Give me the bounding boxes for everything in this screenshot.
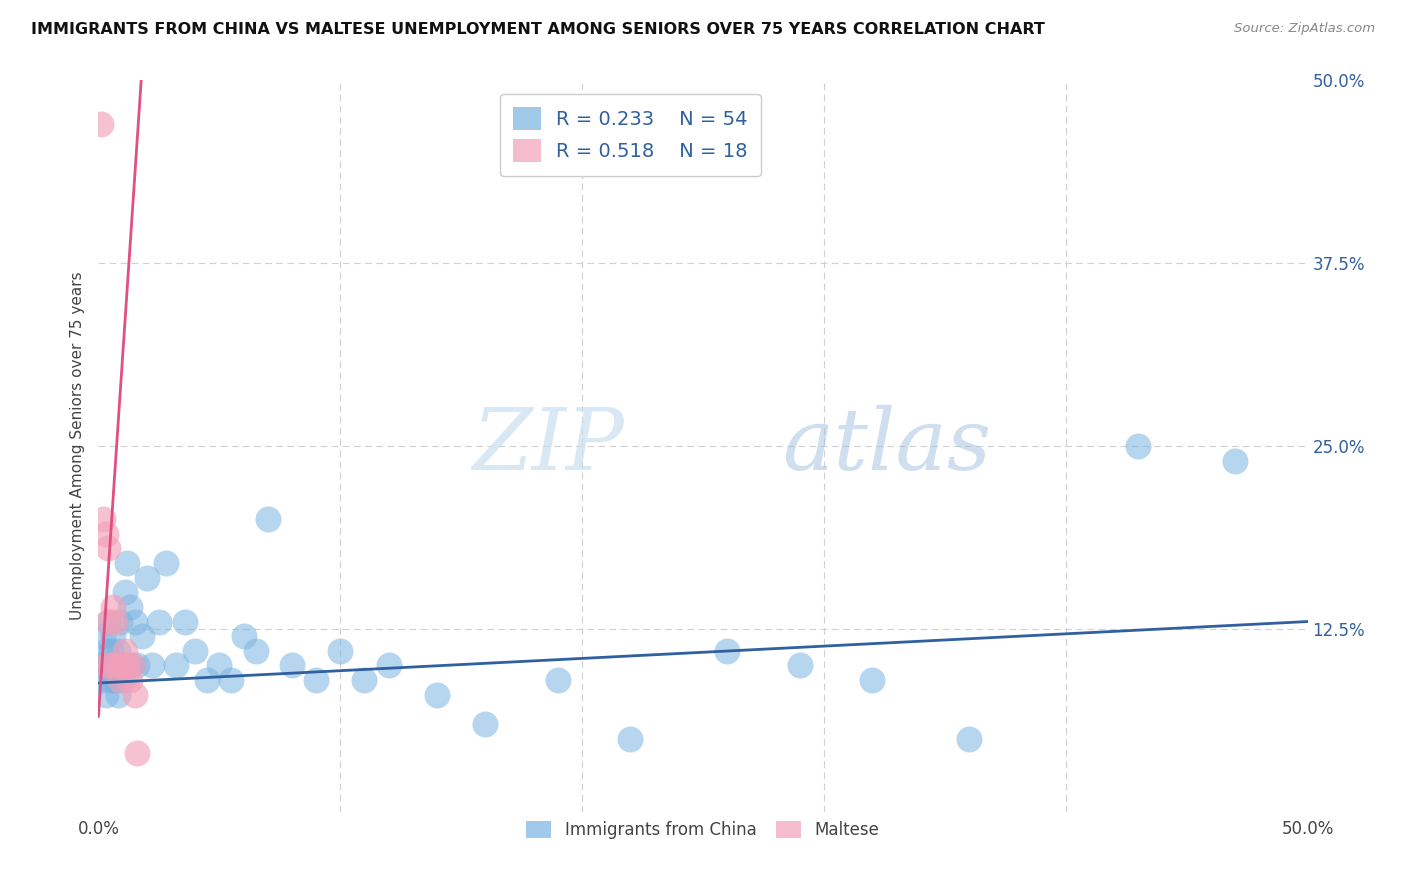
Point	[104, 673, 127, 687]
Point	[101, 629, 124, 643]
Point	[141, 658, 163, 673]
Point	[108, 658, 131, 673]
Point	[281, 658, 304, 673]
Point	[127, 746, 149, 760]
Point	[124, 688, 146, 702]
Point	[305, 673, 328, 687]
Point	[91, 512, 114, 526]
Point	[184, 644, 207, 658]
Point	[547, 673, 569, 687]
Point	[108, 615, 131, 629]
Point	[789, 658, 811, 673]
Point	[131, 629, 153, 643]
Point	[97, 615, 120, 629]
Point	[232, 629, 254, 643]
Point	[97, 658, 120, 673]
Point	[94, 688, 117, 702]
Point	[107, 644, 129, 658]
Point	[111, 658, 134, 673]
Point	[114, 585, 136, 599]
Point	[100, 658, 122, 673]
Point	[118, 673, 141, 687]
Text: ZIP: ZIP	[472, 405, 624, 487]
Point	[121, 658, 143, 673]
Point	[97, 615, 120, 629]
Point	[121, 658, 143, 673]
Point	[100, 673, 122, 687]
Point	[101, 658, 124, 673]
Point	[716, 644, 738, 658]
Point	[104, 615, 127, 629]
Point	[127, 658, 149, 673]
Point	[94, 526, 117, 541]
Text: atlas: atlas	[782, 405, 991, 487]
Point	[221, 673, 243, 687]
Point	[90, 117, 112, 131]
Point	[107, 658, 129, 673]
Point	[90, 658, 112, 673]
Point	[97, 541, 120, 556]
Point	[108, 673, 131, 687]
Point	[118, 599, 141, 614]
Point	[329, 644, 352, 658]
Point	[353, 673, 375, 687]
Point	[1223, 453, 1246, 467]
Point	[91, 629, 114, 643]
Point	[94, 644, 117, 658]
Text: IMMIGRANTS FROM CHINA VS MALTESE UNEMPLOYMENT AMONG SENIORS OVER 75 YEARS CORREL: IMMIGRANTS FROM CHINA VS MALTESE UNEMPLO…	[31, 22, 1045, 37]
Point	[208, 658, 231, 673]
Point	[619, 731, 641, 746]
Point	[124, 615, 146, 629]
Point	[474, 717, 496, 731]
Point	[117, 556, 139, 570]
Point	[107, 688, 129, 702]
Point	[91, 673, 114, 687]
Point	[1128, 439, 1150, 453]
Point	[148, 615, 170, 629]
Point	[111, 658, 134, 673]
Point	[101, 599, 124, 614]
Point	[94, 658, 117, 673]
Point	[111, 673, 134, 687]
Point	[377, 658, 399, 673]
Point	[245, 644, 267, 658]
Point	[195, 673, 218, 687]
Y-axis label: Unemployment Among Seniors over 75 years: Unemployment Among Seniors over 75 years	[69, 272, 84, 620]
Point	[957, 731, 980, 746]
Point	[117, 658, 139, 673]
Point	[114, 644, 136, 658]
Point	[100, 644, 122, 658]
Point	[104, 658, 127, 673]
Point	[256, 512, 278, 526]
Point	[860, 673, 883, 687]
Point	[135, 571, 157, 585]
Point	[165, 658, 187, 673]
Point	[174, 615, 197, 629]
Point	[426, 688, 449, 702]
Text: Source: ZipAtlas.com: Source: ZipAtlas.com	[1234, 22, 1375, 36]
Point	[155, 556, 177, 570]
Legend: Immigrants from China, Maltese: Immigrants from China, Maltese	[517, 813, 889, 847]
